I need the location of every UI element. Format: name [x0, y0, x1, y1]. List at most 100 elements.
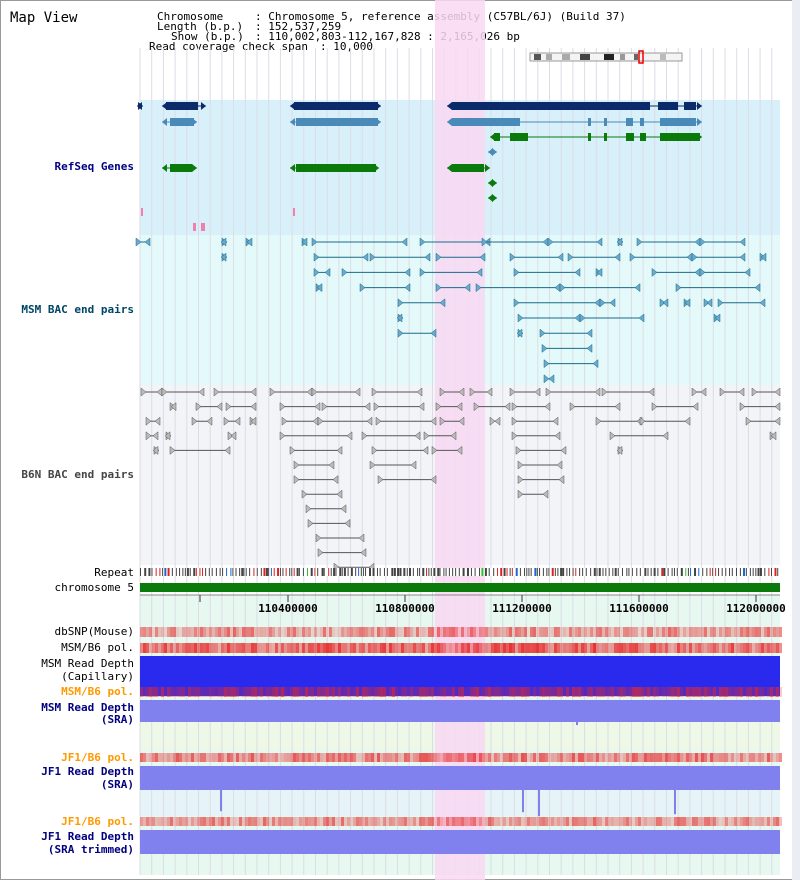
- depth-bin: [232, 830, 234, 854]
- polymorphism-bin: [152, 753, 155, 762]
- polymorphism-bin: [452, 627, 455, 637]
- track-label-repeat[interactable]: Repeat: [94, 566, 134, 579]
- track-label-jf1-b6-pol[interactable]: JF1/B6 pol.: [61, 751, 134, 764]
- polymorphism-bin: [194, 643, 197, 653]
- polymorphism-bin: [356, 627, 359, 637]
- polymorphism-bin: [695, 687, 698, 697]
- depth-bin: [226, 700, 228, 722]
- track-label-chromosome[interactable]: chromosome 5: [54, 581, 134, 594]
- repeat-element: [690, 568, 692, 576]
- depth-bin: [236, 830, 238, 854]
- track-label-refseq-genes[interactable]: RefSeq Genes: [54, 160, 134, 173]
- track-label-msm-bac-end-pairs[interactable]: MSM BAC end pairs: [21, 303, 134, 316]
- depth-bin: [228, 766, 230, 790]
- depth-bin: [614, 766, 616, 790]
- depth-bin: [334, 830, 336, 854]
- polymorphism-bin: [470, 753, 473, 762]
- repeat-element: [526, 568, 528, 576]
- repeat-element: [268, 568, 270, 576]
- depth-bin: [642, 766, 644, 790]
- depth-bin: [404, 656, 406, 696]
- depth-bin: [560, 830, 562, 854]
- track-label-dbsnp[interactable]: dbSNP(Mouse): [54, 625, 134, 638]
- gene-model: [162, 102, 206, 110]
- b6n-bac-pair: [269, 387, 313, 397]
- track-label-b6n-bac-end-pairs[interactable]: B6N BAC end pairs: [21, 468, 134, 481]
- track-label-msm-b6-pol-sra[interactable]: MSM/B6 pol.: [61, 685, 134, 698]
- depth-bin: [326, 766, 328, 790]
- depth-bin: [566, 656, 568, 696]
- polymorphism-bin: [299, 817, 302, 826]
- polymorphism-bin: [626, 687, 629, 697]
- depth-bin: [578, 766, 580, 790]
- bac-end-marker: [760, 252, 767, 262]
- polymorphism-bin: [275, 753, 278, 762]
- depth-bin: [568, 830, 570, 854]
- depth-bin: [314, 700, 316, 722]
- depth-bin: [462, 766, 464, 790]
- depth-bin: [222, 830, 224, 854]
- bac-end-marker: [301, 237, 308, 247]
- polymorphism-bin: [275, 817, 278, 826]
- depth-bin: [238, 700, 240, 722]
- polymorphism-bin: [305, 753, 308, 762]
- depth-bin: [388, 656, 390, 696]
- polymorphism-bin: [446, 817, 449, 826]
- polymorphism-bin: [557, 643, 560, 653]
- depth-bin: [354, 766, 356, 790]
- polymorphism-bin: [464, 753, 467, 762]
- polymorphism-bin: [686, 643, 689, 653]
- bac-end-marker: [164, 431, 171, 441]
- depth-bin: [412, 766, 414, 790]
- repeat-element: [406, 568, 408, 576]
- polymorphism-bin: [545, 627, 548, 637]
- polymorphism-bin: [446, 643, 449, 653]
- depth-bin: [736, 766, 738, 790]
- depth-bin: [322, 656, 324, 696]
- track-label-msm-read-depth-sra[interactable]: MSM Read Depth: [41, 701, 134, 714]
- ideogram-band: [580, 54, 590, 60]
- polymorphism-bin: [224, 643, 227, 653]
- msm-bac-pair: [435, 283, 471, 293]
- polymorphism-bin: [146, 627, 149, 637]
- polymorphism-bin: [584, 687, 587, 697]
- bac-end-marker: [305, 504, 312, 514]
- track-label-jf1-read-depth-sra[interactable]: JF1 Read Depth: [41, 765, 134, 778]
- depth-bin: [300, 656, 302, 696]
- track-label-jf1-b6-pol-trimmed[interactable]: JF1/B6 pol.: [61, 815, 134, 828]
- polymorphism-bin: [338, 627, 341, 637]
- depth-bin: [608, 656, 610, 696]
- depth-bin: [468, 700, 470, 722]
- polymorphism-bin: [677, 753, 680, 762]
- track-label-jf1-read-depth-trimmed[interactable]: JF1 Read Depth: [41, 830, 134, 843]
- polymorphism-bin: [350, 627, 353, 637]
- polymorphism-bin: [761, 817, 764, 826]
- polymorphism-bin: [320, 643, 323, 653]
- depth-bin: [366, 656, 368, 696]
- depth-bin: [514, 830, 516, 854]
- polymorphism-bin: [776, 627, 779, 637]
- depth-bin: [192, 766, 194, 790]
- depth-bin: [234, 700, 236, 722]
- polymorphism-bin: [392, 627, 395, 637]
- gene-model: [290, 164, 379, 172]
- polymorphism-bin: [524, 817, 527, 826]
- depth-bin: [478, 766, 480, 790]
- polymorphism-bin: [410, 753, 413, 762]
- depth-bin: [576, 700, 578, 726]
- depth-bin: [540, 766, 542, 790]
- track-label-msm-b6-pol[interactable]: MSM/B6 pol.: [61, 641, 134, 654]
- bac-end-marker: [552, 416, 559, 426]
- depth-bin: [254, 766, 256, 790]
- bac-end-marker: [396, 313, 403, 323]
- depth-bin: [776, 700, 778, 722]
- polymorphism-bin: [623, 687, 626, 697]
- track-label-msm-read-depth-capillary[interactable]: MSM Read Depth: [41, 657, 134, 670]
- b6n-bac-pair: [191, 416, 213, 426]
- bac-end-marker: [424, 252, 431, 262]
- polymorphism-bin: [494, 687, 497, 697]
- polymorphism-bin: [341, 627, 344, 637]
- depth-bin: [774, 700, 776, 722]
- depth-bin: [426, 830, 428, 854]
